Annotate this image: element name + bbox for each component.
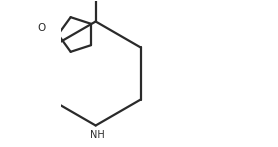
Text: O: O	[38, 23, 46, 33]
Text: NH: NH	[90, 130, 105, 140]
